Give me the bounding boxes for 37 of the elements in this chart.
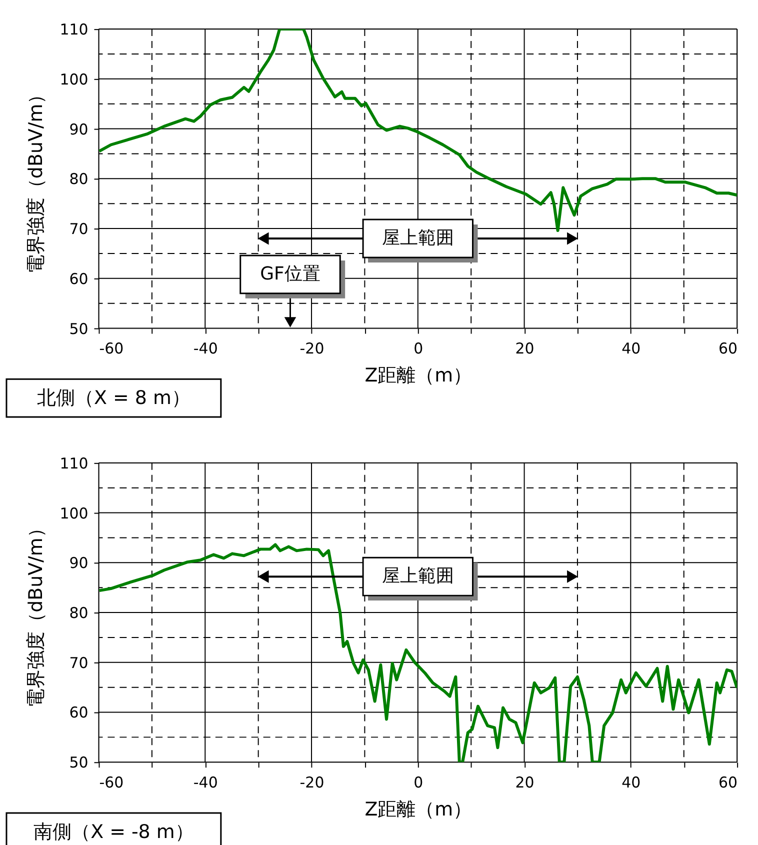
- x-tick-label: 60: [718, 340, 738, 358]
- x-tick-label: 40: [622, 340, 641, 358]
- text: 北側（X = 8 m）: [36, 387, 190, 410]
- y-tick-label: 90: [69, 120, 88, 138]
- text: 南側（X = -8 m）: [34, 820, 194, 843]
- x-tick-label: -60: [99, 340, 124, 358]
- x-tick-label: 60: [718, 774, 738, 792]
- x-tick-label: 20: [515, 774, 534, 792]
- annotation: GF位置: [260, 263, 320, 284]
- y-tick-label: 50: [69, 320, 88, 338]
- y-tick-label: 70: [69, 654, 88, 672]
- y-tick-label: 70: [69, 220, 88, 238]
- x-tick-label: -20: [300, 340, 324, 358]
- x-tick-label: 0: [414, 340, 424, 358]
- y-tick-label: 80: [69, 604, 88, 622]
- y-tick-label: 50: [69, 754, 88, 772]
- x-tick-label: -40: [193, 340, 218, 358]
- y-tick-label: 110: [60, 20, 88, 39]
- x-tick-label: -60: [99, 774, 124, 792]
- annotation: 屋上範囲: [382, 227, 454, 248]
- x-tick-label: 0: [414, 774, 424, 792]
- y-tick-label: 60: [69, 704, 88, 722]
- y-tick-label: 90: [69, 554, 88, 572]
- annotation: 屋上範囲: [382, 566, 454, 587]
- x-tick-label: 20: [515, 340, 534, 358]
- y-axis-title: 電界強度（dBuV/m）: [24, 84, 47, 274]
- x-axis-title: Z距離（m）: [364, 364, 472, 387]
- y-tick-label: 110: [60, 454, 88, 472]
- y-tick-label: 80: [69, 170, 88, 188]
- x-tick-label: -40: [193, 774, 218, 792]
- y-tick-label: 60: [69, 270, 88, 288]
- x-tick-label: 40: [622, 774, 641, 792]
- y-tick-label: 100: [60, 504, 88, 522]
- y-tick-label: 100: [60, 70, 88, 88]
- x-axis-title: Z距離（m）: [364, 798, 472, 820]
- y-axis-title: 電界強度（dBuV/m）: [24, 518, 47, 708]
- x-tick-label: -20: [300, 774, 324, 792]
